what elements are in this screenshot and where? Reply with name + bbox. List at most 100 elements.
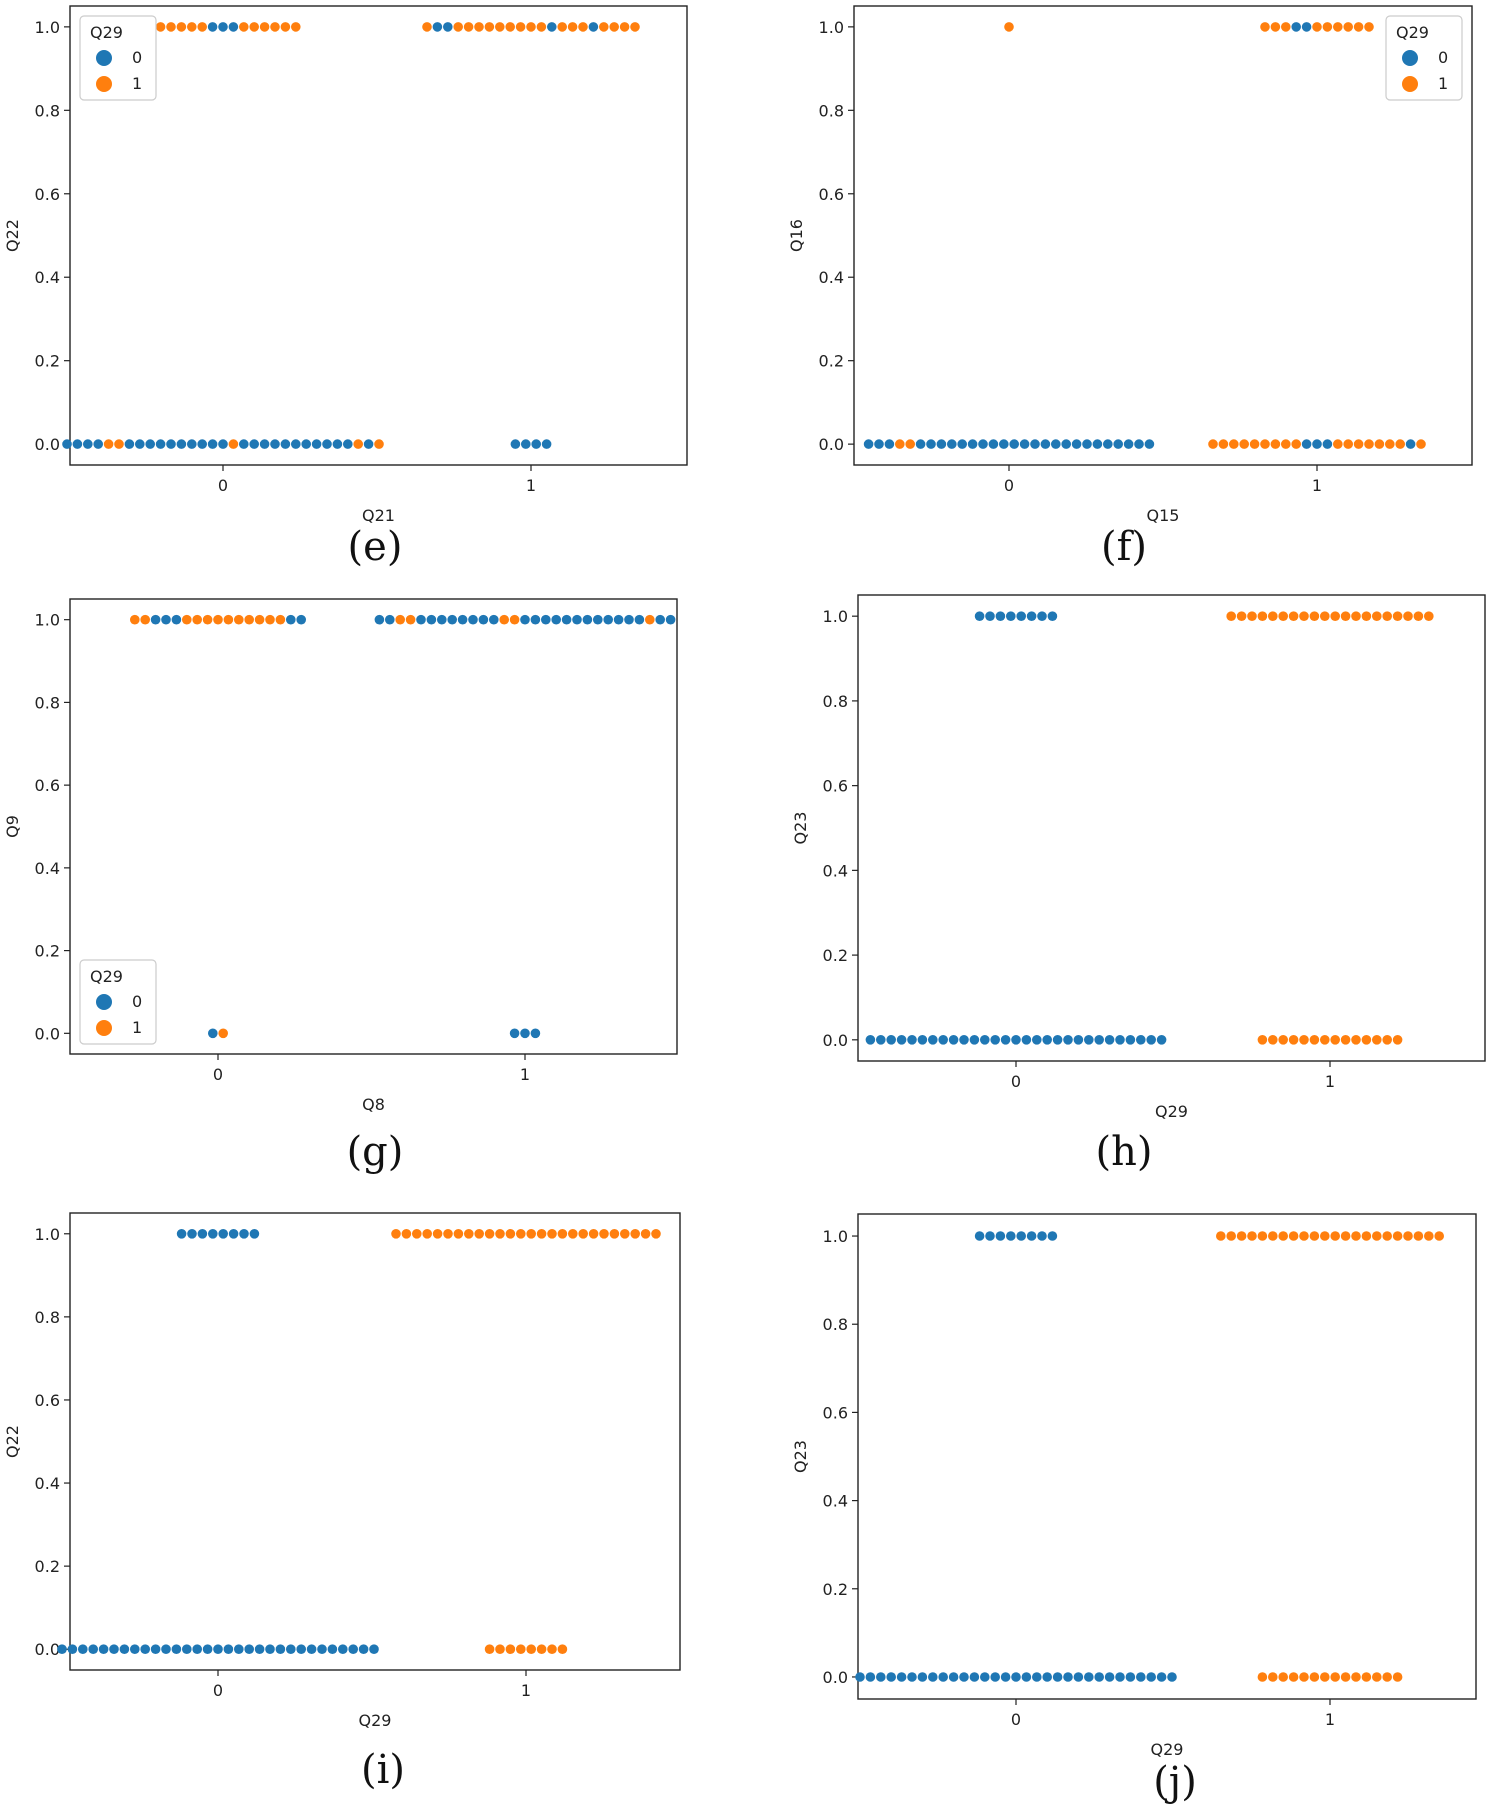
- data-point: [422, 22, 432, 32]
- data-point: [239, 1229, 249, 1239]
- panel-e: 0.0 0.2 0.4 0.6 0.8 1.0 0 1 Q21 Q22 Q29 0 1 (e): [3, 5, 688, 570]
- data-point: [1208, 439, 1218, 449]
- y-tick-label: 0.6: [35, 185, 60, 204]
- data-point: [463, 22, 474, 32]
- data-point: [182, 614, 192, 625]
- data-point: [1051, 439, 1061, 449]
- data-point: [1000, 1035, 1011, 1045]
- data-point: [1330, 611, 1340, 621]
- data-point: [270, 22, 280, 32]
- data-point: [541, 614, 551, 625]
- data-point: [1353, 22, 1364, 32]
- y-tick-label: 0.6: [35, 776, 60, 795]
- data-point: [1125, 1672, 1136, 1682]
- data-point: [1372, 1672, 1382, 1682]
- data-point: [1392, 1231, 1403, 1241]
- legend-title: Q29: [1396, 23, 1429, 42]
- data-point: [1320, 1035, 1330, 1045]
- data-point: [1312, 439, 1322, 449]
- data-point: [1413, 611, 1424, 621]
- data-point: [270, 439, 280, 449]
- data-point: [140, 1644, 150, 1654]
- data-point: [551, 614, 561, 625]
- data-point: [985, 1231, 995, 1241]
- data-point: [990, 1672, 1000, 1682]
- data-point: [358, 1644, 369, 1654]
- data-point: [1343, 22, 1353, 32]
- x-axis-label: Q21: [362, 506, 395, 525]
- data-point: [1288, 611, 1299, 621]
- data-point: [509, 614, 520, 625]
- data-point: [348, 1644, 359, 1654]
- data-point: [526, 1644, 536, 1654]
- data-point: [1268, 1672, 1278, 1682]
- y-tick-label: 0.8: [819, 101, 844, 120]
- data-point: [1320, 1672, 1330, 1682]
- data-point: [567, 22, 578, 32]
- data-point: [197, 1229, 208, 1239]
- panel-caption: (e): [348, 524, 403, 570]
- data-point: [265, 614, 275, 625]
- data-point: [865, 1672, 876, 1682]
- data-point: [1216, 1231, 1226, 1241]
- data-point: [886, 1035, 896, 1045]
- data-point: [176, 1229, 187, 1239]
- data-point: [876, 1035, 886, 1045]
- data-point: [1004, 22, 1014, 32]
- data-point: [651, 1229, 661, 1239]
- data-point: [286, 1644, 296, 1654]
- data-point: [353, 439, 364, 449]
- data-point: [1167, 1672, 1177, 1682]
- data-point: [640, 1229, 651, 1239]
- data-point: [1382, 1231, 1392, 1241]
- data-point: [474, 1229, 485, 1239]
- panel-caption: (h): [1096, 1129, 1153, 1175]
- data-point: [505, 22, 515, 32]
- data-point: [1136, 1672, 1146, 1682]
- data-point: [521, 439, 531, 449]
- data-point: [1000, 1672, 1011, 1682]
- data-point: [520, 1028, 530, 1039]
- panel-f: 0.0 0.2 0.4 0.6 0.8 1.0 0 1 Q15 Q16 Q29 0 1 (f): [787, 5, 1473, 570]
- data-point: [588, 1229, 599, 1239]
- data-point: [1037, 1231, 1047, 1241]
- data-point: [967, 439, 978, 449]
- data-point: [187, 439, 197, 449]
- data-point: [228, 1229, 239, 1239]
- legend-marker: [1402, 76, 1418, 92]
- data-point: [484, 1229, 495, 1239]
- data-point: [1278, 611, 1288, 621]
- data-point: [234, 614, 244, 625]
- data-point: [1278, 1672, 1288, 1682]
- panel-caption: (f): [1101, 524, 1147, 570]
- data-point: [1268, 611, 1278, 621]
- data-point: [432, 1229, 443, 1239]
- y-tick-label: 0.8: [35, 693, 60, 712]
- data-point: [197, 22, 207, 32]
- data-point: [484, 1644, 495, 1654]
- data-point: [98, 1644, 109, 1654]
- data-point: [234, 1644, 244, 1654]
- data-point: [1424, 611, 1434, 621]
- data-point: [1257, 1672, 1268, 1682]
- data-point: [327, 1644, 338, 1654]
- data-point: [1052, 1672, 1063, 1682]
- data-point: [1374, 439, 1385, 449]
- data-point: [1146, 1672, 1156, 1682]
- data-point: [520, 614, 530, 625]
- y-tick-label: 0.6: [823, 777, 848, 796]
- data-point: [876, 1672, 886, 1682]
- data-point: [863, 439, 874, 449]
- data-point: [391, 1229, 401, 1239]
- data-point: [1115, 1672, 1125, 1682]
- data-point: [990, 1035, 1000, 1045]
- legend-marker: [96, 994, 112, 1010]
- data-point: [78, 1644, 88, 1654]
- y-tick-label: 0.2: [823, 1580, 848, 1599]
- data-point: [1330, 1035, 1340, 1045]
- legend-title: Q29: [90, 967, 123, 986]
- data-point: [515, 22, 526, 32]
- data-point: [166, 22, 176, 32]
- data-point: [1322, 22, 1333, 32]
- y-axis-label: Q9: [3, 815, 22, 838]
